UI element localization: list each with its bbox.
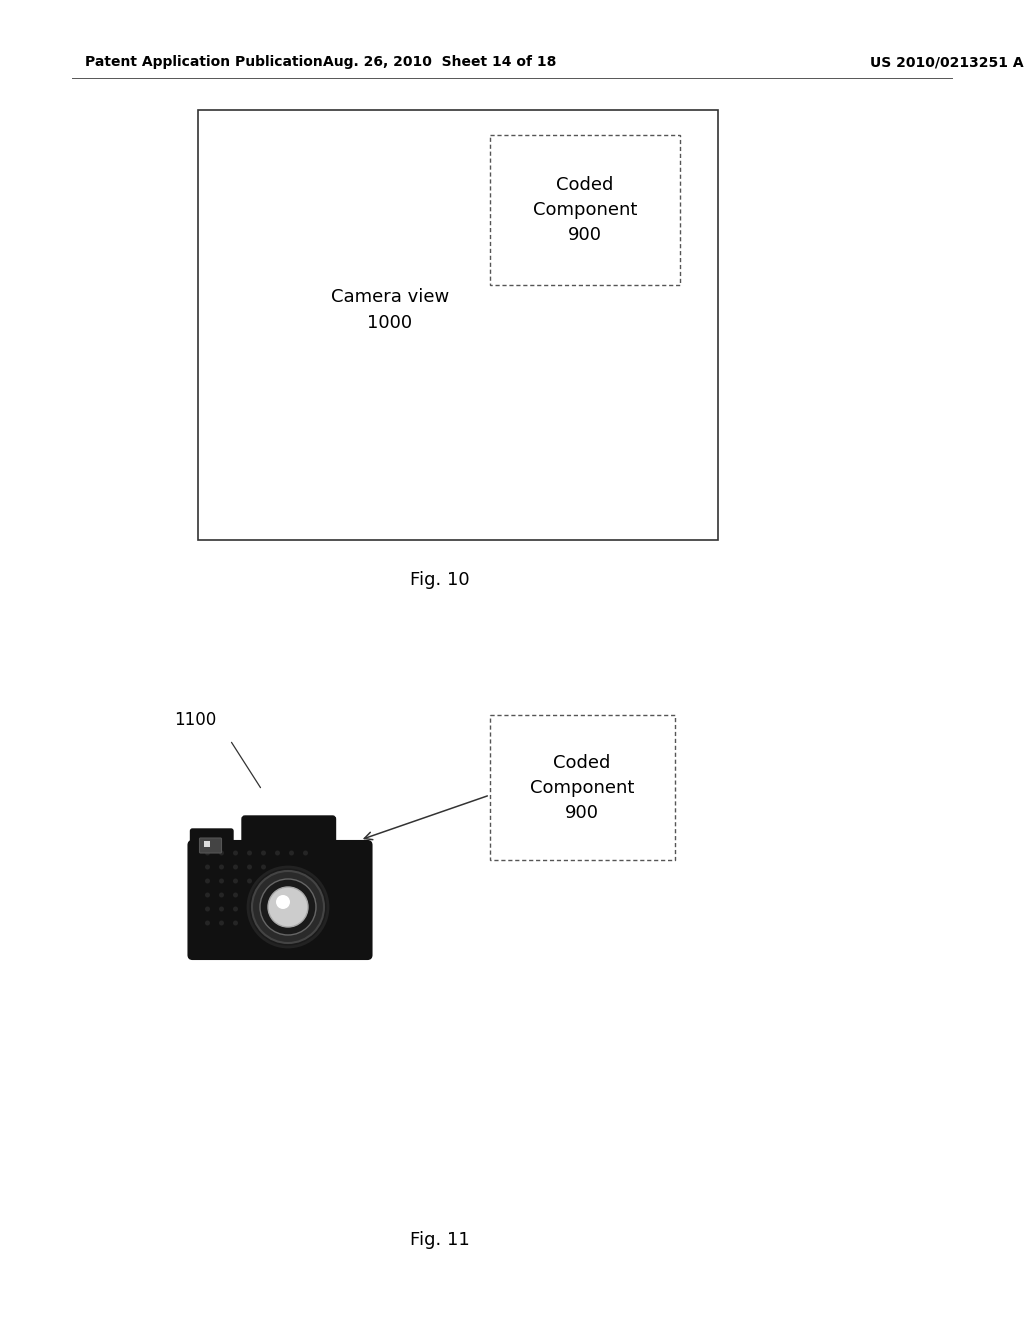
Circle shape [219,879,224,883]
Circle shape [261,865,266,870]
Text: Fig. 10: Fig. 10 [411,572,470,589]
Circle shape [205,850,210,855]
FancyBboxPatch shape [200,838,221,853]
Bar [490,135,680,285]
Text: Coded
Component
900: Coded Component 900 [529,754,634,822]
Circle shape [233,879,238,883]
Circle shape [247,850,252,855]
Text: Aug. 26, 2010  Sheet 14 of 18: Aug. 26, 2010 Sheet 14 of 18 [324,55,557,69]
Circle shape [205,920,210,925]
Circle shape [260,879,316,935]
Circle shape [233,892,238,898]
Circle shape [247,865,252,870]
Circle shape [247,879,252,883]
Circle shape [233,920,238,925]
Circle shape [219,865,224,870]
Circle shape [248,867,328,946]
FancyBboxPatch shape [190,829,233,851]
Circle shape [233,850,238,855]
Circle shape [303,850,308,855]
Bar [490,715,675,861]
Circle shape [275,850,280,855]
Circle shape [219,850,224,855]
Circle shape [261,850,266,855]
Text: Camera view
1000: Camera view 1000 [331,289,450,331]
Circle shape [205,892,210,898]
Text: 1100: 1100 [174,711,216,729]
Circle shape [289,850,294,855]
Circle shape [276,895,290,909]
Circle shape [219,907,224,912]
Text: US 2010/0213251 A1: US 2010/0213251 A1 [870,55,1024,69]
Circle shape [219,892,224,898]
Circle shape [205,879,210,883]
Circle shape [252,871,324,942]
Text: Coded
Component
900: Coded Component 900 [532,176,637,244]
Circle shape [205,865,210,870]
Text: Patent Application Publication: Patent Application Publication [85,55,323,69]
Bar [204,841,210,847]
Circle shape [219,920,224,925]
Circle shape [268,887,308,927]
Circle shape [233,907,238,912]
Circle shape [233,865,238,870]
FancyBboxPatch shape [242,816,336,850]
Bar [198,110,718,540]
FancyBboxPatch shape [188,841,372,960]
Circle shape [205,907,210,912]
Text: Fig. 11: Fig. 11 [411,1232,470,1249]
